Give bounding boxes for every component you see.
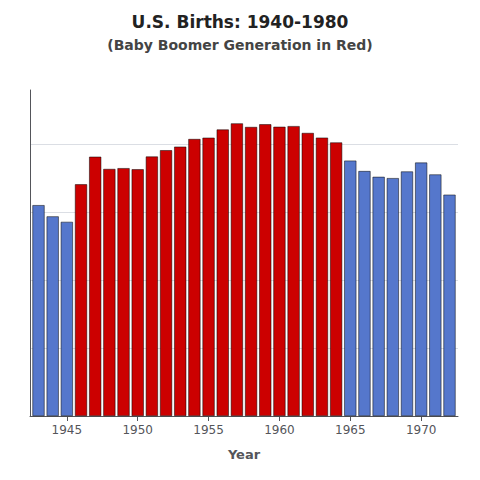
svg-text:1960: 1960 bbox=[264, 423, 295, 437]
svg-text:1950: 1950 bbox=[122, 423, 153, 437]
svg-text:1945: 1945 bbox=[52, 423, 83, 437]
svg-text:(Baby Boomer Generation in Red: (Baby Boomer Generation in Red) bbox=[107, 37, 372, 53]
svg-text:1970: 1970 bbox=[406, 423, 437, 437]
svg-text:U.S. Births: 1940-1980: U.S. Births: 1940-1980 bbox=[132, 12, 349, 32]
svg-text:1965: 1965 bbox=[335, 423, 366, 437]
svg-text:Year: Year bbox=[227, 447, 261, 462]
svg-text:1955: 1955 bbox=[193, 423, 224, 437]
